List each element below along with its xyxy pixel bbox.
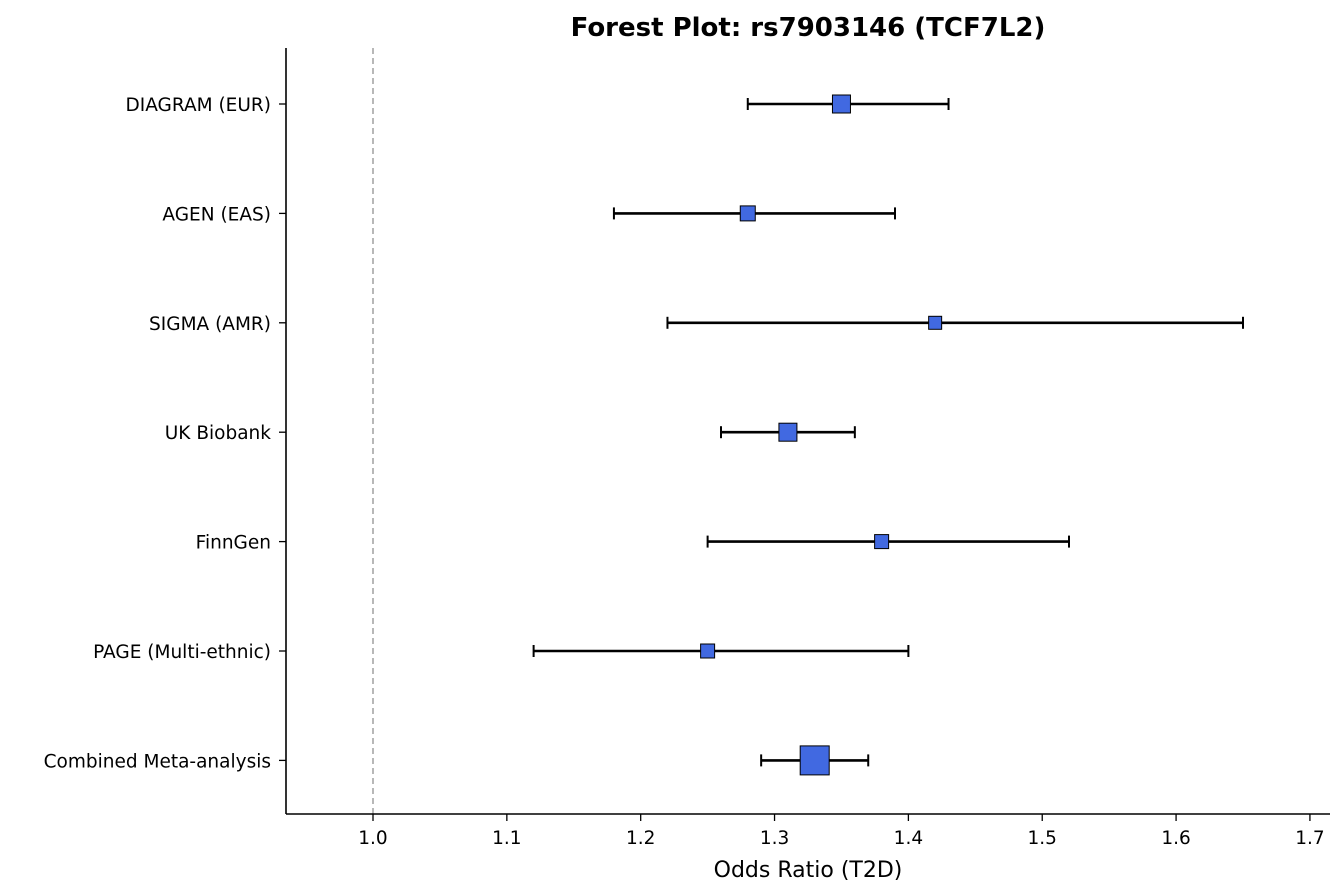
x-tick-label: 1.3	[760, 828, 789, 849]
odds-ratio-marker	[700, 643, 716, 659]
odds-ratio-marker	[799, 745, 830, 776]
y-tick-label: FinnGen	[196, 533, 271, 554]
x-tick-label: 1.1	[492, 828, 521, 849]
study-row	[706, 534, 1070, 550]
x-axis-label: Odds Ratio (T2D)	[714, 858, 903, 883]
y-axis: DIAGRAM (EUR) AGEN (EAS) SIGMA (AMR) UK Bio…	[44, 48, 287, 814]
study-row	[532, 643, 910, 659]
y-tick-label: SIGMA (AMR)	[149, 314, 271, 335]
y-tick-label: PAGE (Multi-ethnic)	[93, 642, 271, 663]
odds-ratio-marker	[739, 205, 756, 222]
x-tick-label: 1.7	[1295, 828, 1324, 849]
study-rows	[532, 94, 1244, 776]
x-tick-label: 1.2	[626, 828, 655, 849]
odds-ratio-marker	[778, 422, 798, 442]
study-row	[612, 205, 896, 222]
x-tick-label: 1.0	[358, 828, 387, 849]
y-tick-label: AGEN (EAS)	[162, 204, 271, 225]
chart-title: Forest Plot: rs7903146 (TCF7L2)	[571, 13, 1046, 43]
y-tick-label: DIAGRAM (EUR)	[126, 95, 272, 116]
study-row	[720, 422, 856, 442]
y-tick-label: UK Biobank	[165, 423, 272, 444]
odds-ratio-marker	[831, 94, 851, 114]
x-tick-label: 1.4	[894, 828, 923, 849]
x-tick-label: 1.5	[1028, 828, 1057, 849]
study-row	[746, 94, 950, 114]
odds-ratio-marker	[928, 315, 943, 330]
study-row	[760, 745, 870, 776]
x-tick-label: 1.6	[1161, 828, 1190, 849]
study-row	[666, 315, 1244, 330]
y-tick-label: Combined Meta-analysis	[44, 751, 271, 772]
odds-ratio-marker	[874, 534, 890, 550]
x-axis: 1.0 1.1 1.2 1.3 1.4 1.5 1.6 1.7	[286, 813, 1330, 849]
